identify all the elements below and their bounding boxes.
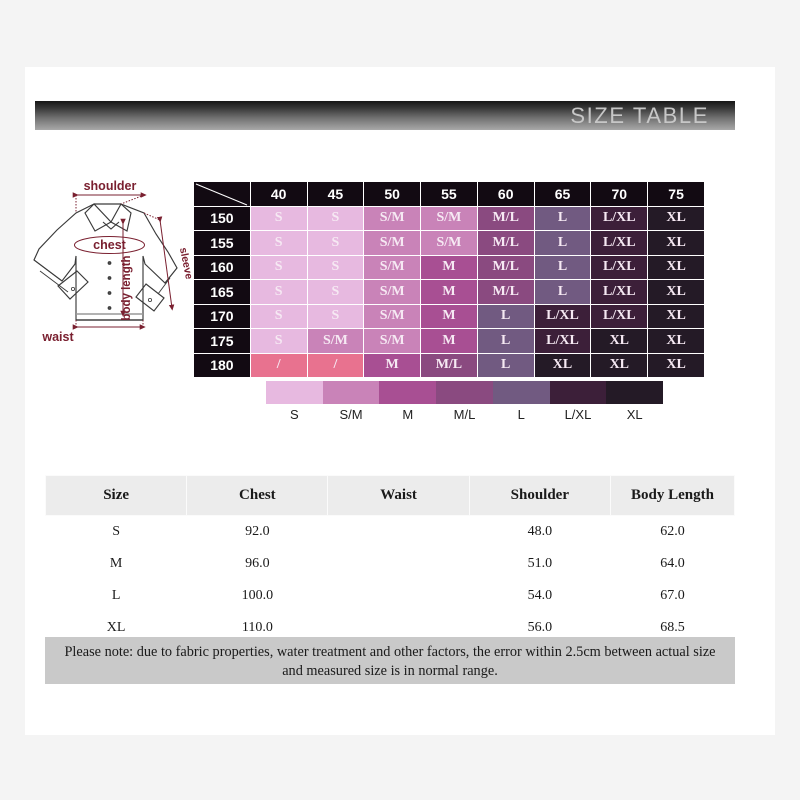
svg-text:body length: body length <box>121 255 133 320</box>
svg-text:shoulder: shoulder <box>84 179 137 193</box>
svg-text:waist: waist <box>41 330 74 344</box>
svg-text:chest: chest <box>93 238 126 252</box>
